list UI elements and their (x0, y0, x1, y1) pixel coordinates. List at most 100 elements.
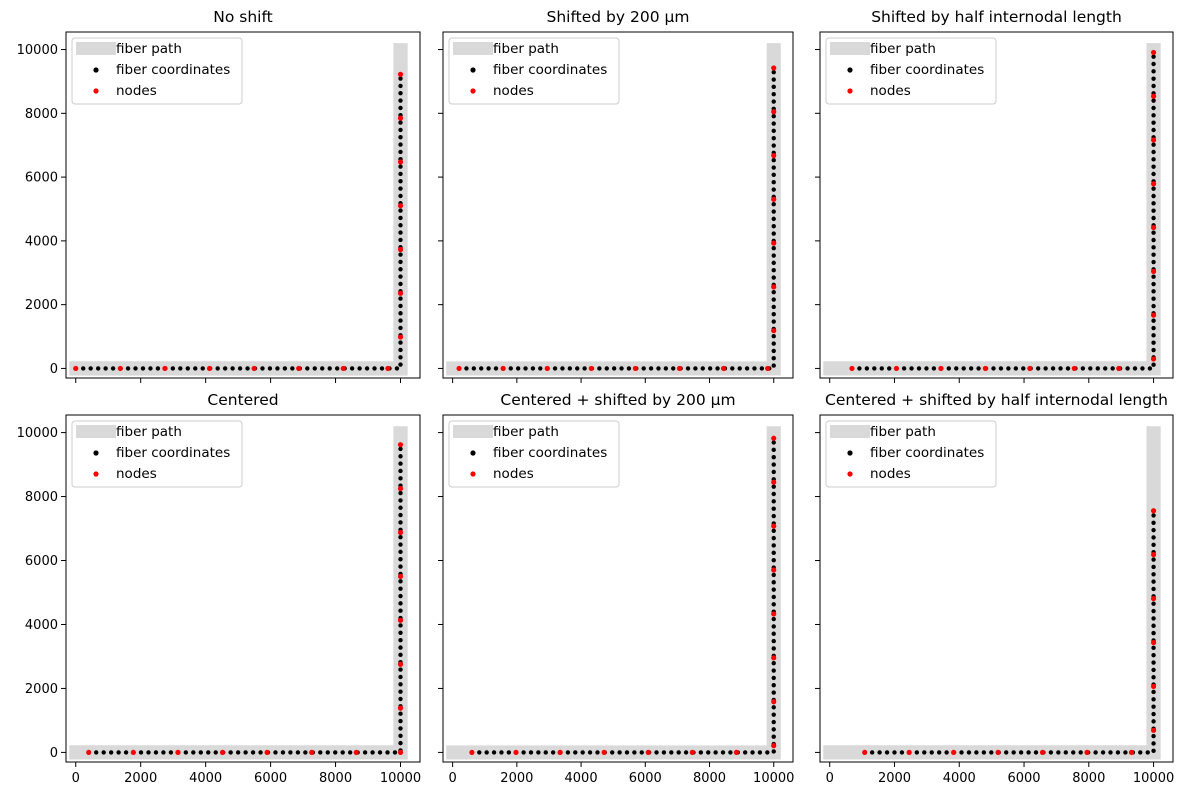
fiber-coordinate-point (230, 366, 235, 371)
fiber-coordinate-point (1151, 340, 1156, 345)
fiber-coordinate-point (357, 366, 362, 371)
fiber-coordinate-point (771, 99, 776, 104)
fiber-coordinate-point (1093, 750, 1098, 755)
fiber-coordinate-point (200, 366, 205, 371)
node-point (397, 290, 404, 296)
fiber-coordinate-point (914, 750, 920, 755)
fiber-coordinate-point (1110, 366, 1115, 371)
x-tick-label: 8000 (693, 771, 726, 786)
node-point (862, 749, 868, 756)
fiber-coordinate-point (1151, 105, 1156, 111)
fiber-coordinate-point (486, 366, 491, 371)
node-point (397, 617, 404, 623)
fiber-coordinate-point (1151, 120, 1156, 125)
fiber-coordinate-point (1151, 748, 1156, 754)
fiber-coordinate-point (671, 366, 676, 371)
fiber-coordinate-point (693, 366, 698, 371)
fiber-coordinate-point (597, 366, 602, 371)
fiber-coordinate-point (626, 366, 632, 371)
fiber-coordinate-point (398, 120, 403, 125)
fiber-coordinate-point (1151, 54, 1156, 59)
node-point (771, 611, 777, 617)
fiber-coordinate-point (398, 76, 403, 81)
node-point (938, 365, 944, 372)
fiber-coordinate-point (713, 750, 718, 755)
legend-marker-nodes (847, 471, 853, 477)
node-point (1128, 749, 1135, 756)
node-point (771, 240, 777, 246)
fiber-coordinate-point (771, 469, 776, 475)
fiber-coordinate-point (771, 216, 776, 222)
fiber-coordinate-point (1151, 542, 1156, 548)
fiber-coordinate-point (771, 646, 776, 651)
fiber-coordinate-point (1151, 296, 1156, 301)
fiber-coordinate-point (700, 366, 705, 371)
fiber-coordinate-point (1151, 69, 1156, 74)
fiber-coordinate-point (398, 303, 403, 309)
fiber-coordinate-point (771, 356, 776, 361)
fiber-coordinate-point (398, 623, 403, 628)
fiber-coordinate-point (101, 750, 106, 755)
node-point (1084, 749, 1090, 756)
x-tick-label: 0 (72, 771, 80, 786)
legend-label-nodes: nodes (870, 466, 911, 482)
x-tick-label: 2000 (500, 771, 533, 786)
plot-area (69, 43, 408, 376)
node-point (1150, 312, 1157, 318)
fiber-coordinate-point (185, 366, 190, 371)
legend: fiber path fiber coordinates nodes (825, 37, 997, 105)
fiber-coordinate-point (698, 750, 704, 755)
fiber-coordinate-point (398, 98, 403, 103)
legend-label-nodes: nodes (493, 466, 534, 482)
fiber-coordinate-point (536, 750, 541, 755)
legend-label-nodes: nodes (870, 83, 911, 99)
fiber-coordinate-point (582, 366, 587, 371)
fiber-coordinate-point (398, 593, 403, 599)
fiber-coordinate-point (398, 579, 403, 584)
fiber-coordinate-point (1151, 171, 1156, 177)
fiber-coordinate-point (1151, 697, 1156, 702)
node-point (469, 749, 475, 756)
fiber-coordinate-point (976, 366, 981, 371)
fiber-coordinate-point (1125, 366, 1130, 371)
node-point (397, 246, 404, 253)
subplot-title: Shifted by 200 µm (547, 8, 690, 26)
fiber-coordinate-point (771, 158, 776, 163)
fiber-coordinate-point (95, 366, 101, 371)
fiber-coordinate-point (398, 164, 403, 169)
fiber-coordinate-point (370, 750, 375, 755)
fiber-coordinate-point (1151, 513, 1156, 518)
fiber-coordinate-point (869, 750, 875, 755)
fiber-coordinate-point (394, 366, 400, 371)
fiber-coordinate-point (771, 491, 776, 497)
fiber-coordinate-point (771, 638, 776, 644)
fiber-coordinate-point (267, 366, 273, 371)
node-point (130, 749, 136, 756)
fiber-coordinate-point (1151, 318, 1156, 323)
fiber-coordinate-point (771, 363, 776, 368)
node-point (771, 743, 777, 749)
legend-swatch-fiber-path (76, 425, 116, 438)
fiber-coordinate-point (771, 631, 776, 636)
fiber-coordinate-point (654, 750, 659, 755)
node-point (771, 65, 777, 71)
node-point (397, 442, 404, 448)
fiber-coordinate-point (1151, 303, 1156, 309)
fiber-coordinate-point (916, 366, 922, 371)
plot-area (446, 426, 781, 760)
fiber-coordinate-point (398, 347, 403, 353)
fiber-coordinate-point (771, 202, 776, 207)
y-tick-label: 0 (50, 746, 58, 761)
fiber-coordinate-point (610, 750, 615, 755)
node-point (340, 365, 346, 372)
x-tick-label: 6000 (1007, 771, 1040, 786)
fiber-coordinate-point (1151, 689, 1156, 695)
fiber-coordinate-point (676, 750, 681, 755)
fiber-coordinate-point (685, 366, 691, 371)
fiber-coordinate-point (706, 750, 711, 755)
legend-label-fiber-path: fiber path (116, 424, 182, 440)
fiber-coordinate-point (560, 366, 565, 371)
fiber-coordinate-point (567, 366, 573, 371)
fiber-coordinate-point (981, 750, 987, 755)
